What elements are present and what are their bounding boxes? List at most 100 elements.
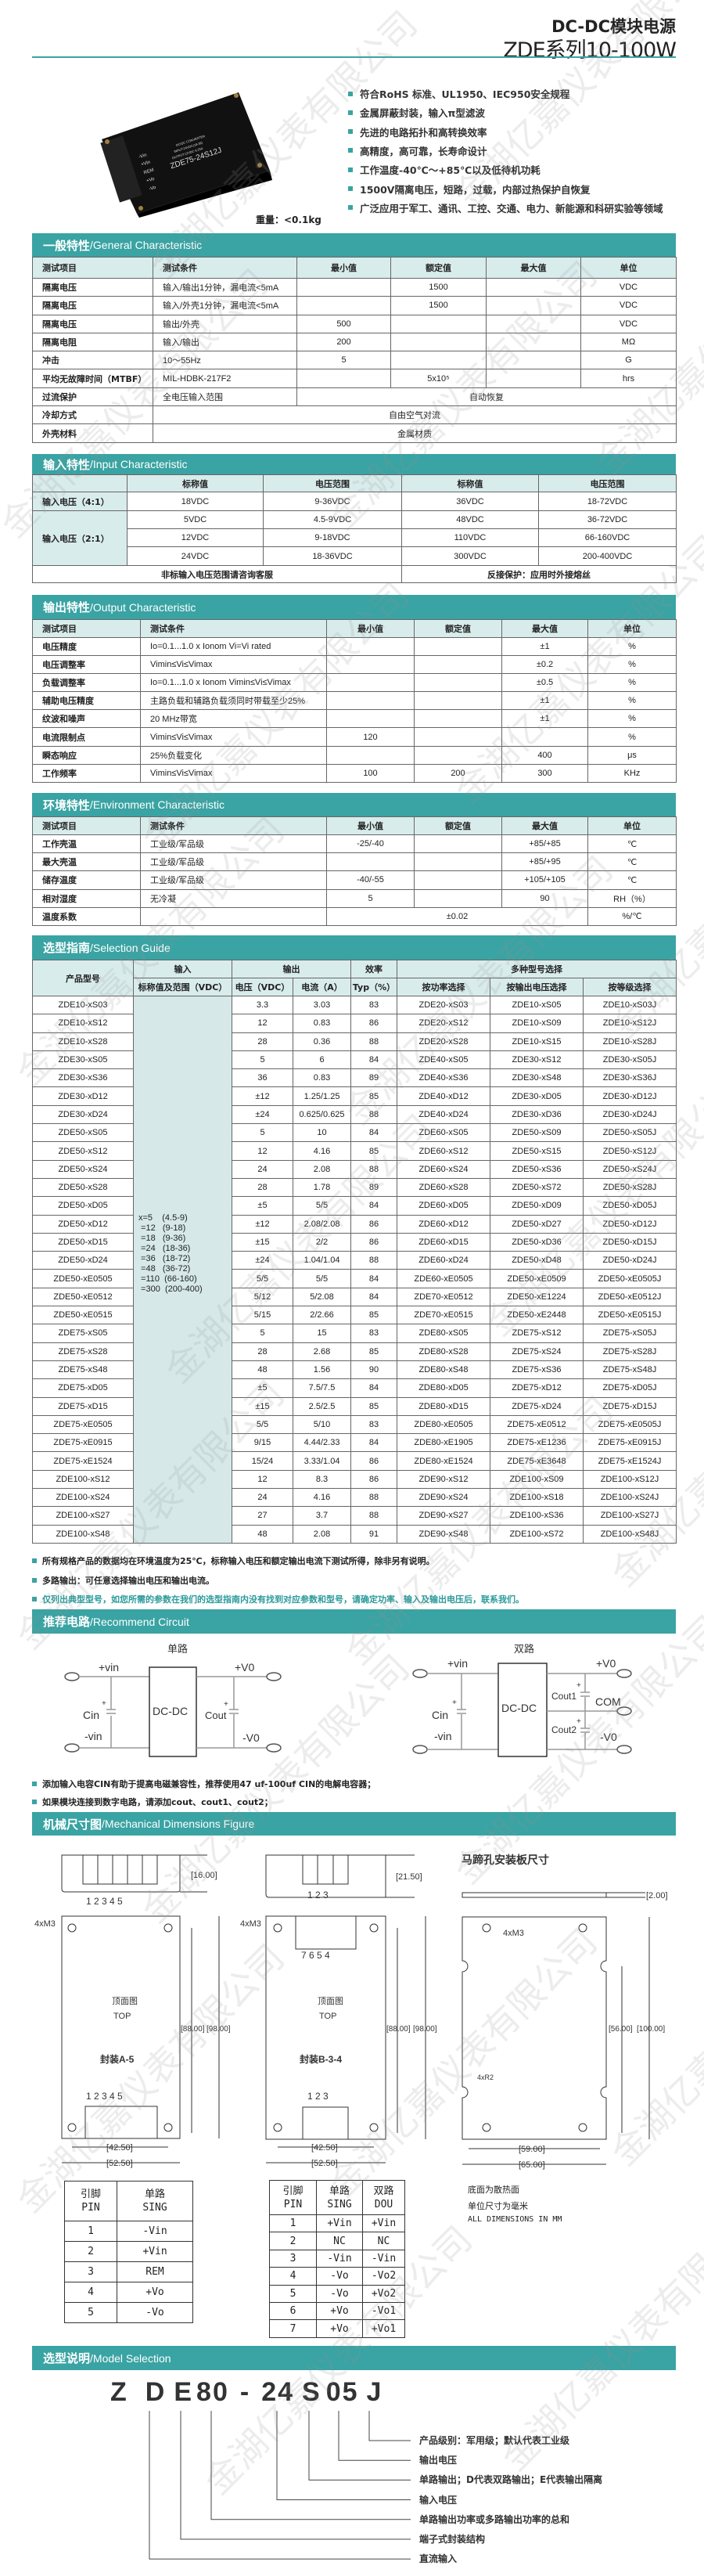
table-cell: ZDE60-xD12 <box>397 1214 490 1234</box>
table-row: 隔离电阻 输入/输出 200 MΩ <box>32 332 677 352</box>
header-cell: 单位 <box>587 619 677 638</box>
table-row: ZDE10-xS03 x=5 (4.5-9) =12 (9-18) =18 (9-… <box>32 995 677 1544</box>
table-row: ZDE50-xE0515 5/15 2/2.66 85 ZDE70-xE0515 ZDE5… <box>32 1306 677 1325</box>
table-cell: ZDE90-xS12 <box>397 1469 490 1490</box>
table-cell: ZDE10-xS03J <box>582 995 677 1015</box>
table-cell <box>326 745 415 765</box>
table-cell: 89 <box>350 1068 397 1088</box>
table-cell: 86 <box>350 1451 397 1471</box>
svg-text:Cin: Cin <box>432 1709 448 1721</box>
header-cell: 引脚 PIN <box>64 2181 117 2221</box>
header-cell: 最小值 <box>326 816 415 835</box>
table-cell: 86 <box>350 1214 397 1234</box>
table-cell: 7.5/7.5 <box>293 1378 351 1398</box>
row-label: 冷却方式 <box>32 405 153 425</box>
svg-text:-Vin: -Vin <box>138 153 148 160</box>
table-cell: 8.3 <box>293 1469 351 1490</box>
selection-note: 多路输出：可任意选择输出电压和输出电流。 <box>32 1574 214 1587</box>
table-cell: 88 <box>350 1488 397 1508</box>
table-row: ZDE100-xS24 24 4.16 88 ZDE90-xS24 ZDE100-xS18… <box>32 1488 677 1508</box>
table-cell: 1500 <box>390 296 487 315</box>
header-cell: 标称值 <box>127 474 264 492</box>
table-cell: ZDE50-xE2448 <box>490 1306 584 1325</box>
table-cell: 89 <box>350 1177 397 1198</box>
header-cell: 单位 <box>580 257 677 279</box>
header-cell: 电流（A） <box>293 978 351 996</box>
svg-text:+: + <box>452 1699 457 1707</box>
table-cell: 28 <box>232 1032 293 1051</box>
table-cell: ZDE50-xE0512J <box>582 1287 677 1307</box>
svg-text:+V0: +V0 <box>596 1657 616 1670</box>
pin-cell: 6 <box>269 2301 317 2321</box>
table-cell: ZDE70-xE0515 <box>397 1306 490 1325</box>
table-cell: 输入/外壳1分钟，漏电流<5mA <box>153 296 297 315</box>
model-cell: ZDE50-xD15 <box>32 1232 134 1252</box>
svg-text:+: + <box>224 1700 228 1709</box>
model-cell: ZDE75-xS05 <box>32 1324 134 1343</box>
table-cell: ZDE100-xS09 <box>490 1469 584 1490</box>
table-cell: KHz <box>587 763 677 783</box>
table-cell: ZDE75-xD15J <box>582 1396 677 1416</box>
pin-cell: -Vin <box>117 2221 193 2242</box>
svg-text:4xM3: 4xM3 <box>34 1919 56 1929</box>
table-cell: 1.78 <box>293 1177 351 1198</box>
svg-text:TOP: TOP <box>319 2012 336 2021</box>
pin-row: 5 -Vo +Vo2 <box>269 2284 405 2303</box>
legend-line <box>338 2411 411 2461</box>
svg-text:TOP: TOP <box>113 2012 131 2021</box>
header-cell: 额定值 <box>414 816 502 835</box>
table-row: ZDE75-xD05 ±5 7.5/7.5 84 ZDE80-xD05 ZDE75-xD1… <box>32 1378 677 1398</box>
table-cell: 2.5/2.5 <box>293 1396 351 1416</box>
table-cell <box>414 888 502 908</box>
table-cell: hrs <box>580 369 677 388</box>
table-cell: 输出/外壳 <box>153 314 297 333</box>
table-row: ZDE30-xD12 ±12 1.25/1.25 85 ZDE40-xD12 ZDE30-… <box>32 1086 677 1106</box>
table-cell: ZDE60-xS12 <box>397 1141 490 1161</box>
table-cell: ZDE50-xD05J <box>582 1196 677 1216</box>
model-cell: ZDE50-xD12 <box>32 1214 134 1234</box>
model-cell: ZDE50-xS28 <box>32 1177 134 1198</box>
pin-cell: -Vo <box>316 2284 363 2303</box>
svg-text:[98.00]: [98.00] <box>207 2025 231 2034</box>
table-cell: ZDE80-xD15 <box>397 1396 490 1416</box>
svg-text:-V0: -V0 <box>242 1731 260 1744</box>
table-cell <box>486 296 581 315</box>
header-cell: 最大值 <box>501 816 588 835</box>
table-cell <box>486 277 581 297</box>
row-label: 工作频率 <box>32 763 141 783</box>
table-cell <box>326 852 415 872</box>
table-cell: ZDE50-xE0505J <box>582 1269 677 1288</box>
table-cell: 1500 <box>390 277 487 297</box>
table-cell: ±1 <box>501 636 588 657</box>
table-cell: 15 <box>293 1324 351 1343</box>
table-cell <box>486 332 581 352</box>
svg-text:REM: REM <box>143 168 155 176</box>
table-row: 工作壳温 工业级/军品级 -25/-40 +85/+85 ℃ <box>32 834 677 854</box>
pin-row: 3 -Vin -Vin <box>269 2249 405 2268</box>
section-output-header: 输出特性/Output Characteristic <box>32 595 676 619</box>
table-cell: 全电压输入范围 <box>153 387 297 407</box>
table-row: 外壳材料 金属材质 <box>32 423 677 443</box>
table-cell: ZDE50-xE0509 <box>490 1269 584 1288</box>
table-cell: ZDE50-xS12J <box>582 1141 677 1161</box>
model-cell: ZDE50-xS24 <box>32 1159 134 1179</box>
svg-text:顶面图: 顶面图 <box>318 1996 343 2006</box>
table-row: ZDE30-xS36 36 0.83 89 ZDE40-xS36 ZDE30-xS48 ZD… <box>32 1068 677 1088</box>
table-cell: ZDE50-xD36 <box>490 1232 584 1252</box>
table-row: ZDE75-xS05 5 15 83 ZDE80-xS05 ZDE75-xS12 ZDE75… <box>32 1324 677 1343</box>
table-cell: ±5 <box>232 1378 293 1398</box>
table-cell: ±0.5 <box>501 673 588 693</box>
svg-text:单路: 单路 <box>167 1643 188 1655</box>
pin-row: 5 -Vo <box>64 2302 193 2323</box>
table-cell: ZDE30-xD05 <box>490 1086 584 1106</box>
svg-text:+V0: +V0 <box>235 1661 255 1673</box>
row-label: 最大壳温 <box>32 852 141 872</box>
header-cell: 最大值 <box>486 257 581 279</box>
model-cell: ZDE30-xS05 <box>32 1050 134 1070</box>
table-cell: ZDE75-xE0505J <box>582 1414 677 1435</box>
row-label: 电压精度 <box>32 636 141 657</box>
svg-text:4xM3: 4xM3 <box>240 1919 261 1929</box>
pin-cell: +Vin <box>117 2241 193 2262</box>
table-row: ZDE75-xE0915 9/15 4.44/2.33 84 ZDE80-xE1905 Z… <box>32 1433 677 1453</box>
mechanical-drawing: 1 2 3 4 5 [16.00] 1 2 3 [21.50] 马蹄孔安装板尺寸… <box>34 1854 668 2170</box>
